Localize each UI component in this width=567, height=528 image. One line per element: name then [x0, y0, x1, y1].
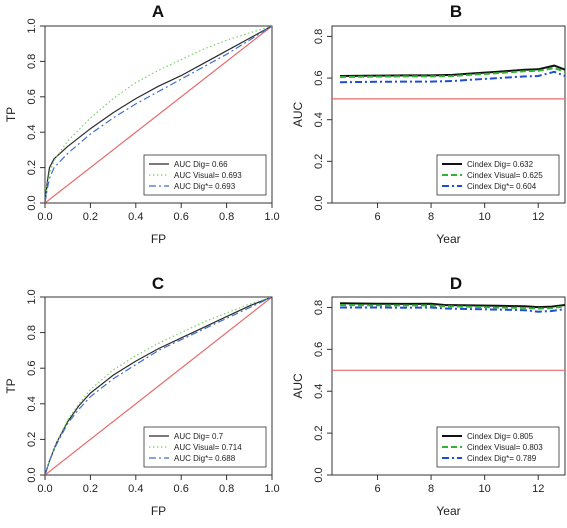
- y-tick-label: 0.2: [313, 425, 325, 440]
- legend-label: Cindex Dig= 0.805: [467, 432, 534, 441]
- legend-box: [436, 154, 560, 196]
- x-tick-label: 0.2: [83, 211, 98, 223]
- legend: Cindex Dig= 0.632 Cindex Visual= 0.625 Cin…: [436, 154, 560, 196]
- x-axis-title: FP: [151, 504, 166, 518]
- y-tick-label: 0.8: [26, 325, 38, 340]
- panel-a: A 0.0 0.2 0.4 0.6 0.8 1.0 0.0 0.2 0.4 0.6 0.8 1.0 FP T…: [4, 2, 280, 246]
- reference-line: [45, 297, 272, 475]
- y-tick-label: 0.2: [26, 432, 38, 447]
- legend-box: [143, 426, 267, 468]
- series-line-2: [45, 297, 272, 475]
- series-line-0: [45, 297, 272, 475]
- x-tick-label: 1.0: [264, 483, 279, 495]
- series-line-1: [339, 304, 565, 310]
- x-tick-label: 0.8: [219, 483, 234, 495]
- legend-label: AUC Dig*= 0.693: [174, 182, 236, 191]
- x-tick-label: 0.4: [128, 211, 143, 223]
- x-tick-label: 0.0: [37, 483, 52, 495]
- series-line-0: [45, 26, 272, 203]
- legend-box: [436, 426, 560, 468]
- x-tick-label: 0.0: [37, 211, 52, 223]
- panel-c: C 0.0 0.2 0.4 0.6 0.8 1.0 0.0 0.2 0.4 0.6 0.8 1.0 FP T…: [4, 274, 280, 518]
- legend-label: AUC Dig*= 0.688: [174, 454, 236, 463]
- x-axis-title: Year: [436, 232, 460, 246]
- panel-b: B 6 8 10 12 0.0 0.2 0.4 0.6 0.8 Year AUC Cindex Dig=…: [291, 2, 566, 246]
- y-tick-label: 0.4: [26, 396, 38, 411]
- series-line-1: [339, 67, 565, 78]
- legend-label: Cindex Visual= 0.625: [467, 171, 543, 180]
- y-tick-label: 0.6: [26, 361, 38, 376]
- y-tick-label: 0.8: [313, 300, 325, 315]
- y-tick-label: 0.0: [26, 467, 38, 482]
- series-line-0: [339, 302, 565, 309]
- y-tick-label: 0.0: [26, 195, 38, 210]
- series-line-1: [45, 297, 272, 475]
- panel-letter: B: [450, 2, 462, 21]
- y-tick-label: 0.0: [313, 467, 325, 482]
- legend: AUC Dig= 0.7 AUC Visual= 0.714 AUC Dig*= 0…: [143, 426, 267, 468]
- series-line-2: [339, 70, 565, 84]
- x-tick-label: 0.2: [83, 483, 98, 495]
- plot-frame: [44, 25, 273, 204]
- x-tick-label: 6: [374, 211, 380, 223]
- x-tick-label: 8: [428, 211, 434, 223]
- x-tick-label: 8: [428, 483, 434, 495]
- panel-letter: C: [152, 274, 164, 293]
- y-tick-label: 0.2: [313, 154, 325, 169]
- y-tick-label: 0.8: [26, 54, 38, 69]
- y-axis-title: TP: [4, 107, 18, 122]
- y-tick-label: 1.0: [26, 18, 38, 33]
- y-axis-title: TP: [4, 378, 18, 393]
- y-tick-label: 0.4: [313, 384, 325, 399]
- panel-letter: A: [152, 2, 164, 21]
- plot-frame: [44, 296, 273, 476]
- legend-label: Cindex Dig*= 0.789: [467, 454, 537, 463]
- panel-letter: D: [450, 274, 462, 293]
- legend-label: AUC Dig= 0.66: [174, 160, 228, 169]
- legend-label: AUC Visual= 0.693: [174, 171, 242, 180]
- legend: Cindex Dig= 0.805 Cindex Visual= 0.803 Cin…: [436, 426, 560, 468]
- x-tick-label: 10: [479, 483, 491, 495]
- plot-frame: [331, 296, 566, 476]
- x-axis-title: FP: [151, 232, 166, 246]
- plot-frame: [331, 25, 566, 204]
- y-tick-label: 0.2: [26, 160, 38, 175]
- legend-box: [143, 154, 267, 196]
- y-tick-label: 0.0: [313, 195, 325, 210]
- x-tick-label: 0.6: [174, 483, 189, 495]
- legend-label: Cindex Dig*= 0.604: [467, 182, 537, 191]
- reference-line: [45, 26, 272, 203]
- y-tick-label: 1.0: [26, 289, 38, 304]
- y-tick-label: 0.6: [313, 342, 325, 357]
- x-tick-label: 0.8: [219, 211, 234, 223]
- panel-d: D 6 8 10 12 0.0 0.2 0.4 0.6 0.8 Year AUC Cindex Dig=…: [291, 274, 566, 518]
- y-tick-label: 0.6: [26, 89, 38, 104]
- x-tick-label: 6: [374, 483, 380, 495]
- series-line-1: [45, 26, 272, 203]
- legend: AUC Dig= 0.66 AUC Visual= 0.693 AUC Dig*= …: [143, 154, 267, 196]
- y-tick-label: 0.4: [26, 125, 38, 140]
- x-tick-label: 0.6: [174, 211, 189, 223]
- y-tick-label: 0.6: [313, 70, 325, 85]
- y-axis-title: AUC: [291, 102, 305, 128]
- x-tick-label: 10: [479, 211, 491, 223]
- y-tick-label: 0.4: [313, 112, 325, 127]
- x-axis-title: Year: [436, 504, 460, 518]
- x-tick-label: 12: [532, 483, 544, 495]
- y-tick-label: 0.8: [313, 29, 325, 44]
- legend-label: Cindex Visual= 0.803: [467, 443, 543, 452]
- series-line-2: [340, 306, 565, 313]
- x-tick-label: 12: [532, 211, 544, 223]
- x-tick-label: 0.4: [128, 483, 143, 495]
- legend-label: Cindex Dig= 0.632: [467, 160, 534, 169]
- x-tick-label: 1.0: [264, 211, 279, 223]
- y-axis-title: AUC: [291, 373, 305, 399]
- legend-label: AUC Visual= 0.714: [174, 443, 242, 452]
- legend-label: AUC Dig= 0.7: [174, 432, 224, 441]
